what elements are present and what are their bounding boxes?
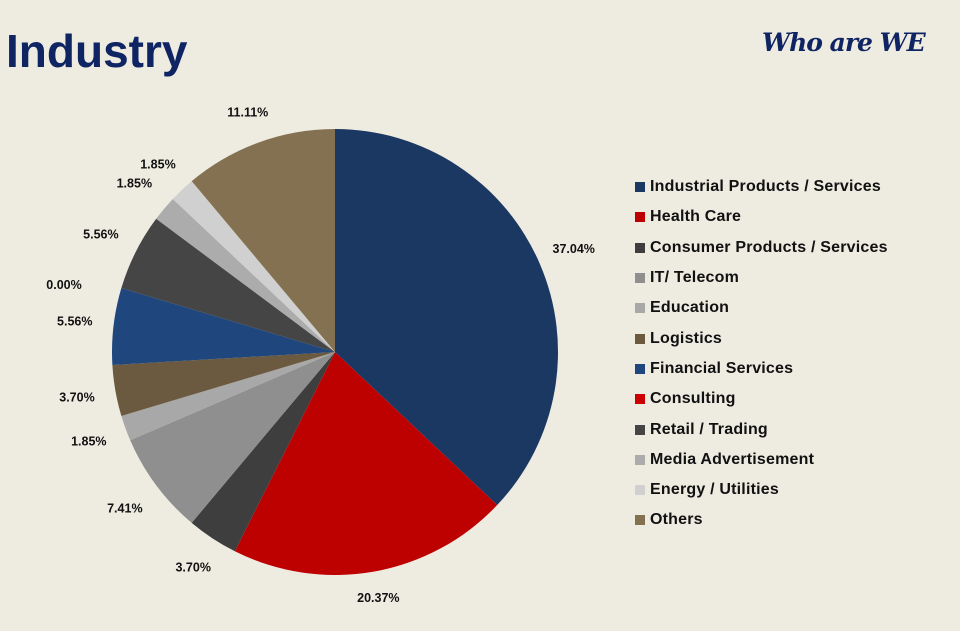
slice-data-label: 1.85% (140, 157, 175, 171)
legend-swatch (635, 424, 645, 435)
legend-item: Media Advertisement (635, 445, 888, 475)
slice-data-label: 3.70% (175, 561, 210, 575)
legend-swatch (635, 454, 645, 465)
legend-label: Others (650, 511, 703, 529)
chart-legend: Industrial Products / Services Health Car… (635, 172, 888, 536)
pie-slice (335, 129, 559, 506)
tagline: Who are WE (762, 28, 926, 57)
pie-slice (191, 129, 335, 352)
legend-swatch (635, 333, 645, 344)
legend-label: IT/ Telecom (650, 269, 740, 287)
legend-swatch (635, 242, 645, 253)
legend-item: Education (635, 293, 888, 323)
legend-item: IT/ Telecom (635, 263, 888, 293)
legend-label: Logistics (650, 329, 723, 347)
legend-label: Energy / Utilities (650, 481, 779, 499)
legend-item: Others (635, 505, 888, 535)
pie-slice (172, 181, 335, 352)
legend-label: Retail / Trading (650, 420, 768, 438)
legend-label: Consumer Products / Services (650, 238, 888, 256)
legend-item: Consumer Products / Services (635, 233, 888, 263)
legend-swatch (635, 515, 645, 526)
legend-label: Health Care (650, 208, 742, 226)
legend-swatch (635, 363, 645, 374)
pie-slice (112, 352, 335, 416)
legend-label: Financial Services (650, 359, 794, 377)
pie-slice (121, 352, 335, 441)
legend-item: Logistics (635, 323, 888, 353)
slice-data-label: 7.41% (107, 501, 142, 515)
legend-label: Consulting (650, 390, 736, 408)
slice-data-label: 20.37% (357, 591, 399, 605)
legend-label: Industrial Products / Services (650, 178, 881, 196)
legend-item: Financial Services (635, 354, 888, 384)
slice-data-label: 37.04% (553, 242, 595, 256)
legend-swatch (635, 182, 645, 193)
slice-data-label: 3.70% (59, 391, 94, 405)
legend-item: Retail / Trading (635, 414, 888, 444)
legend-swatch (635, 212, 645, 223)
slide-title: Industry (6, 25, 188, 77)
slice-data-label: 0.00% (46, 278, 81, 292)
legend-item: Consulting (635, 384, 888, 414)
pie-slice (234, 352, 498, 576)
legend-swatch (635, 273, 645, 284)
slice-data-label: 11.11% (227, 105, 268, 119)
pie-slice (121, 218, 335, 352)
legend-item: Health Care (635, 202, 888, 232)
pie-slice (191, 352, 335, 552)
legend-label: Media Advertisement (650, 450, 815, 468)
slice-data-label: 1.85% (71, 435, 106, 449)
legend-swatch (635, 394, 645, 405)
pie-slice (112, 288, 335, 366)
legend-swatch (635, 485, 645, 496)
pie-slice (130, 352, 335, 523)
legend-item: Industrial Products / Services (635, 172, 888, 202)
legend-swatch (635, 303, 645, 314)
slice-data-label: 5.56% (83, 227, 118, 241)
legend-label: Education (650, 299, 730, 317)
pie-slice (156, 198, 335, 352)
slice-data-label: 1.85% (117, 177, 152, 191)
legend-item: Energy / Utilities (635, 475, 888, 505)
slice-data-label: 5.56% (57, 315, 92, 329)
